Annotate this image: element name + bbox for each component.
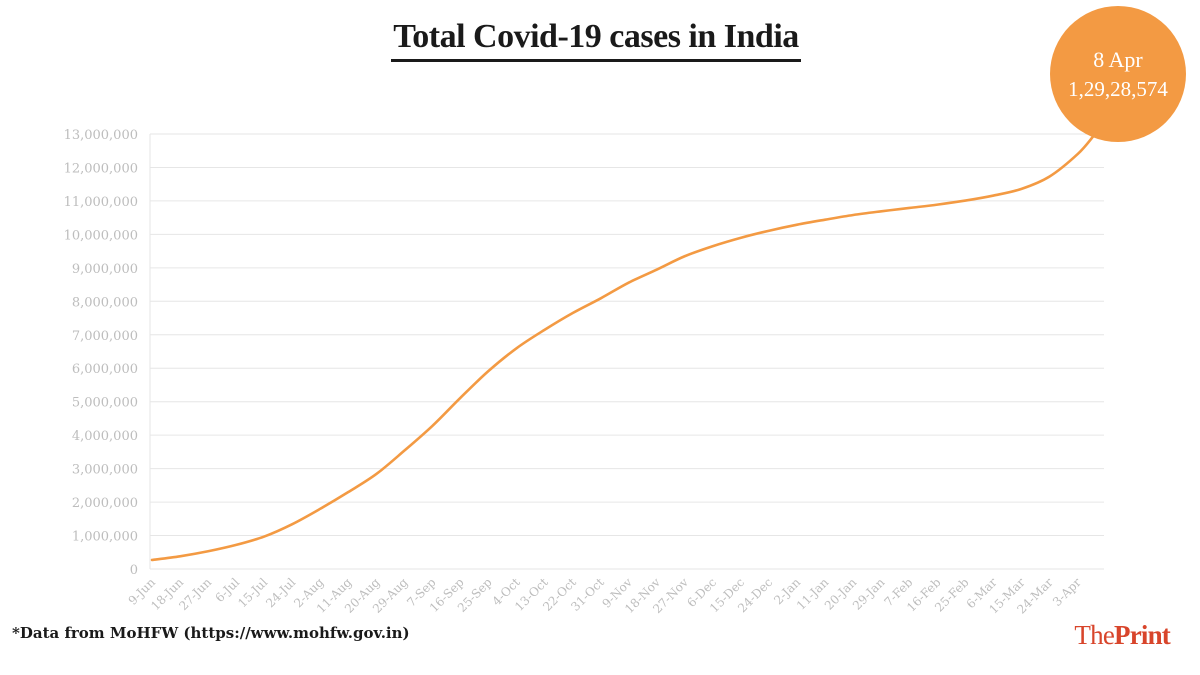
- y-tick-label: 5,000,000: [72, 396, 138, 411]
- y-tick-label: 12,000,000: [64, 161, 138, 176]
- data-source-footnote: *Data from MoHFW (https://www.mohfw.gov.…: [12, 624, 410, 642]
- y-tick-label: 8,000,000: [72, 295, 138, 310]
- badge-value: 1,29,28,574: [1068, 76, 1168, 101]
- y-tick-label: 1,000,000: [72, 530, 138, 545]
- y-tick-label: 0: [130, 563, 138, 578]
- series: [150, 135, 1095, 562]
- y-tick-label: 7,000,000: [72, 329, 138, 344]
- brand-logo-main: Print: [1114, 620, 1171, 650]
- latest-value-badge: 8 Apr 1,29,28,574: [1050, 6, 1186, 142]
- chart-title: Total Covid-19 cases in India: [0, 18, 1192, 62]
- y-tick-label: 10,000,000: [64, 228, 138, 243]
- x-tick-label: 3-Apr: [1050, 575, 1084, 609]
- y-tick-label: 6,000,000: [72, 362, 138, 377]
- y-tick-label: 9,000,000: [72, 262, 138, 277]
- y-tick-label: 2,000,000: [72, 496, 138, 511]
- chart-title-text: Total Covid-19 cases in India: [391, 18, 801, 62]
- gridlines: [149, 133, 1104, 570]
- y-tick-label: 4,000,000: [72, 429, 138, 444]
- brand-logo: ThePrint: [1074, 620, 1170, 651]
- series-line-total-cases: [150, 135, 1095, 562]
- x-tick-label: 24-Jul: [263, 575, 298, 610]
- x-tick-label: 29-Jan: [850, 575, 888, 613]
- brand-logo-prefix: The: [1074, 620, 1114, 650]
- x-tick-label: 15-Jul: [235, 575, 270, 610]
- y-axis-ticks: 0 1,000,000 2,000,000 3,000,000 4,000,000 5,0…: [64, 128, 138, 578]
- y-tick-label: 3,000,000: [72, 463, 138, 478]
- y-tick-label: 11,000,000: [64, 195, 138, 210]
- x-tick-label: 27-Jun: [176, 575, 214, 613]
- badge-date: 8 Apr: [1093, 46, 1143, 72]
- x-axis-ticks: 9-Jun18-Jun27-Jun6-Jul15-Jul24-Jul2-Aug1…: [126, 575, 1084, 617]
- y-tick-label: 13,000,000: [64, 128, 138, 143]
